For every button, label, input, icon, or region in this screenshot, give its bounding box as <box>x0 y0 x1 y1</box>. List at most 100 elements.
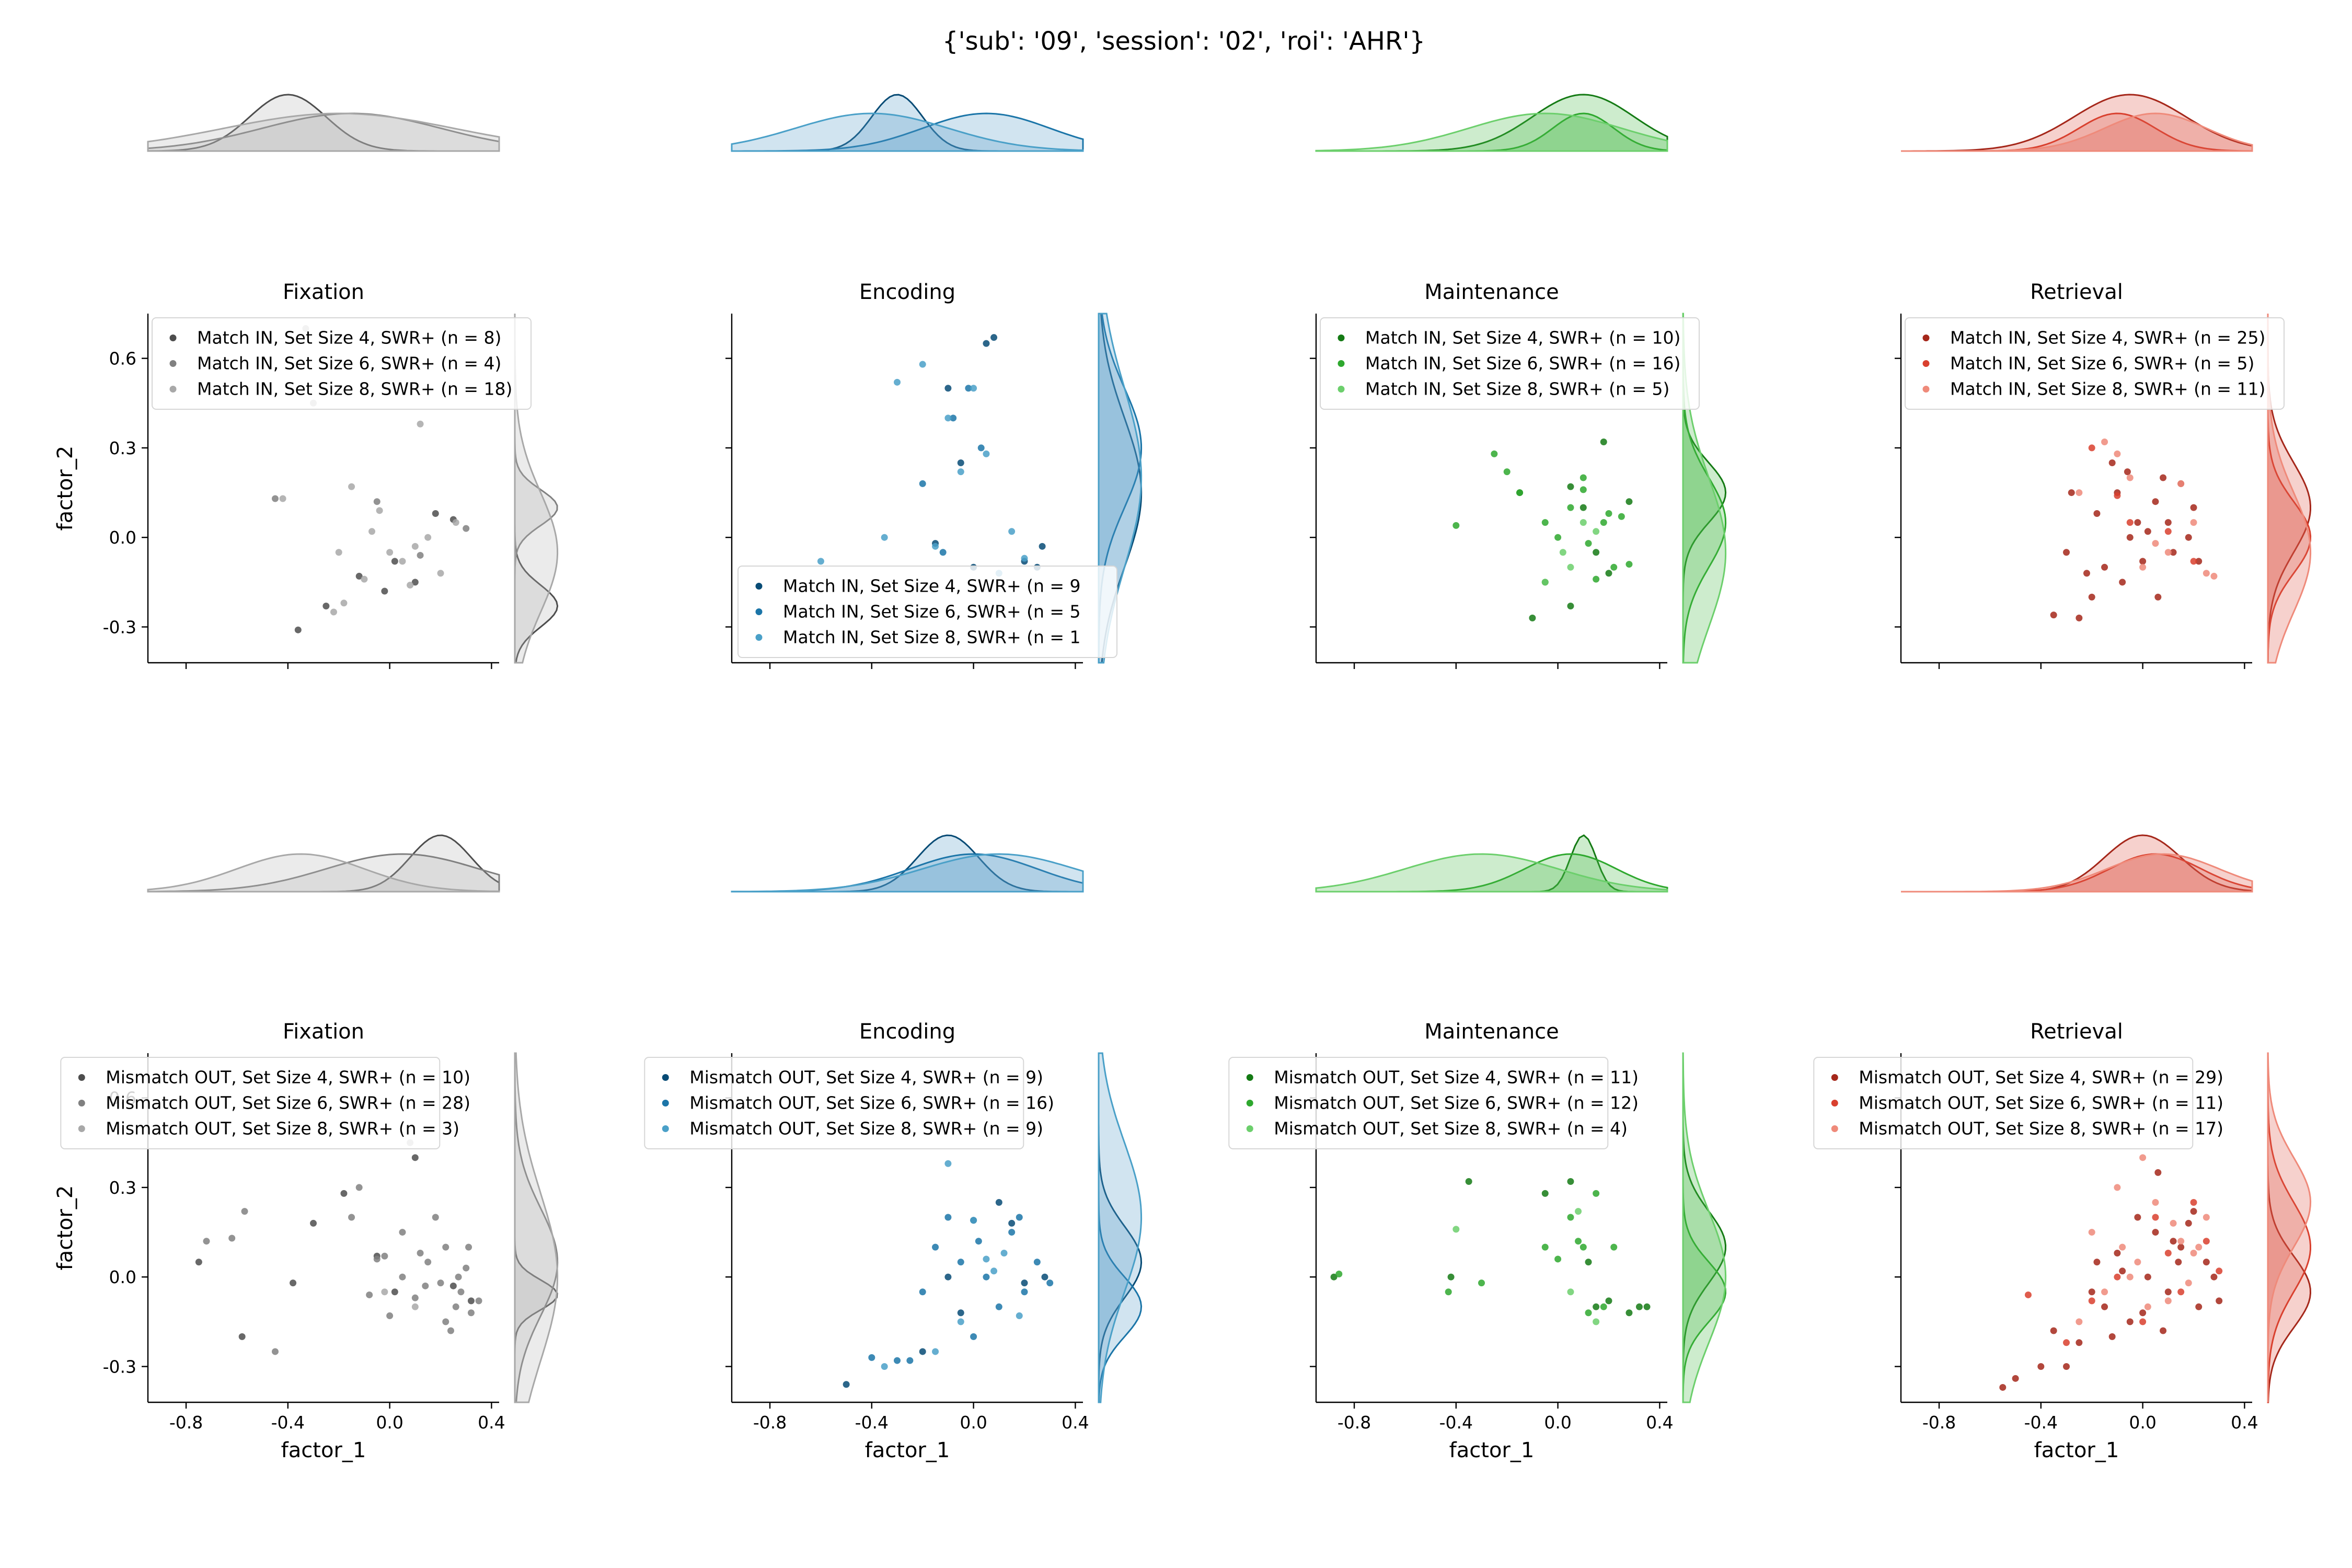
scatter-point <box>1033 1259 1041 1266</box>
x-axis-label: factor_1 <box>865 1438 950 1462</box>
scatter-point <box>1593 575 1600 583</box>
legend-marker <box>78 1125 85 1132</box>
legend-box <box>1228 1057 1609 1149</box>
scatter-point <box>391 558 398 565</box>
scatter-point <box>944 1214 952 1221</box>
scatter-point <box>381 1252 388 1260</box>
legend-entry: Match IN, Set Size 8, SWR+ (n = 5) <box>1365 379 1669 399</box>
legend-entry: Mismatch OUT, Set Size 8, SWR+ (n = 9) <box>689 1119 1043 1139</box>
legend-entry: Mismatch OUT, Set Size 6, SWR+ (n = 11) <box>1859 1093 2223 1113</box>
top-kde-curve <box>1315 853 1668 893</box>
panel-title: Fixation <box>283 280 364 304</box>
top-kde-curve <box>1315 112 1668 152</box>
scatter-point <box>2126 474 2134 481</box>
scatter-point <box>2170 549 2177 556</box>
chart-panel-1: Encoding Match IN, Set Size 4, SWR+ (n = … <box>725 94 1143 669</box>
scatter-point <box>442 1318 449 1325</box>
scatter-point <box>894 378 901 386</box>
scatter-point <box>1593 1190 1600 1197</box>
scatter-points <box>195 1139 482 1355</box>
scatter-point <box>1041 1273 1048 1281</box>
legend-marker <box>1246 1125 1253 1132</box>
scatter-point <box>977 444 985 452</box>
scatter-point <box>944 1273 952 1281</box>
scatter-point <box>2076 489 2083 497</box>
figure-title: {'sub': '09', 'session': '02', 'roi': 'A… <box>942 27 1425 56</box>
legend-entry: Mismatch OUT, Set Size 8, SWR+ (n = 4) <box>1274 1119 1628 1139</box>
scatter-point <box>1445 1288 1452 1296</box>
scatter-point <box>2154 1169 2162 1176</box>
scatter-point <box>2190 558 2197 565</box>
y-tick-label: -0.3 <box>103 1356 136 1377</box>
scatter-point <box>2164 519 2172 526</box>
panel-title: Maintenance <box>1424 1020 1559 1044</box>
legend-entry: Match IN, Set Size 4, SWR+ (n = 8) <box>197 328 501 348</box>
scatter-point <box>1600 519 1607 526</box>
scatter-point <box>330 608 337 616</box>
scatter-point <box>2076 1339 2083 1346</box>
scatter-point <box>2139 558 2147 565</box>
legend-entry: Match IN, Set Size 6, SWR+ (n = 5 <box>783 602 1081 622</box>
scatter-point <box>203 1238 210 1245</box>
scatter-point <box>2152 540 2159 547</box>
y-axis-label: factor_2 <box>53 446 77 531</box>
scatter-point <box>1585 1259 1592 1266</box>
legend-entry: Mismatch OUT, Set Size 4, SWR+ (n = 29) <box>1859 1067 2223 1088</box>
legend-entry: Match IN, Set Size 8, SWR+ (n = 1 <box>783 627 1081 648</box>
scatter-point <box>1016 1214 1023 1221</box>
scatter-point <box>361 575 368 583</box>
scatter-point <box>335 549 342 556</box>
y-tick-label: 0.0 <box>109 527 136 548</box>
right-kde-curve <box>1682 1052 1727 1403</box>
scatter-point <box>2076 1318 2083 1325</box>
scatter-point <box>1000 1250 1008 1257</box>
scatter-point <box>449 1282 457 1289</box>
scatter-point <box>1625 561 1633 568</box>
legend-marker <box>78 1100 85 1106</box>
scatter-point <box>2126 1318 2134 1325</box>
scatter-point <box>1008 1219 1016 1227</box>
scatter-point <box>2185 1219 2192 1227</box>
x-tick-label: 0.0 <box>2129 1412 2156 1433</box>
x-tick-label: -0.4 <box>2024 1412 2058 1433</box>
scatter-point <box>2177 1238 2185 1245</box>
scatter-point <box>1618 513 1625 520</box>
scatter-point <box>1635 1303 1643 1310</box>
scatter-point <box>2185 1279 2192 1287</box>
scatter-point <box>983 1273 990 1281</box>
scatter-point <box>2152 1214 2159 1221</box>
scatter-point <box>2088 1288 2095 1296</box>
scatter-point <box>2203 1238 2210 1245</box>
legend-entry: Match IN, Set Size 4, SWR+ (n = 9 <box>783 576 1081 596</box>
scatter-point <box>366 1291 373 1298</box>
x-tick-label: 0.0 <box>1544 1412 1571 1433</box>
scatter-point <box>1605 510 1612 517</box>
scatter-point <box>2134 1214 2141 1221</box>
scatter-point <box>2134 519 2141 526</box>
scatter-point <box>348 1214 355 1221</box>
scatter-points <box>817 334 1046 577</box>
scatter-point <box>983 1255 990 1263</box>
scatter-point <box>2185 534 2192 541</box>
y-tick-label: -0.3 <box>103 617 136 637</box>
scatter-point <box>1039 543 1046 550</box>
scatter-point <box>241 1208 248 1215</box>
scatter-point <box>2170 1219 2177 1227</box>
y-axis-label: factor_2 <box>53 1185 77 1271</box>
legend-marker <box>1831 1074 1838 1081</box>
x-tick-label: 0.0 <box>960 1412 987 1433</box>
legend-marker <box>662 1074 669 1081</box>
scatter-point <box>2177 1288 2185 1296</box>
scatter-point <box>465 1243 472 1251</box>
scatter-point <box>2203 1214 2210 1221</box>
legend-marker <box>1831 1125 1838 1132</box>
scatter-point <box>2160 1327 2167 1334</box>
x-tick-label: -0.8 <box>1922 1412 1956 1433</box>
legend-entry: Mismatch OUT, Set Size 8, SWR+ (n = 3) <box>106 1119 459 1139</box>
scatter-point <box>957 1318 964 1325</box>
scatter-point <box>1567 603 1574 610</box>
legend-box <box>152 317 532 410</box>
scatter-points <box>1330 1178 1651 1325</box>
legend-marker <box>755 608 763 615</box>
